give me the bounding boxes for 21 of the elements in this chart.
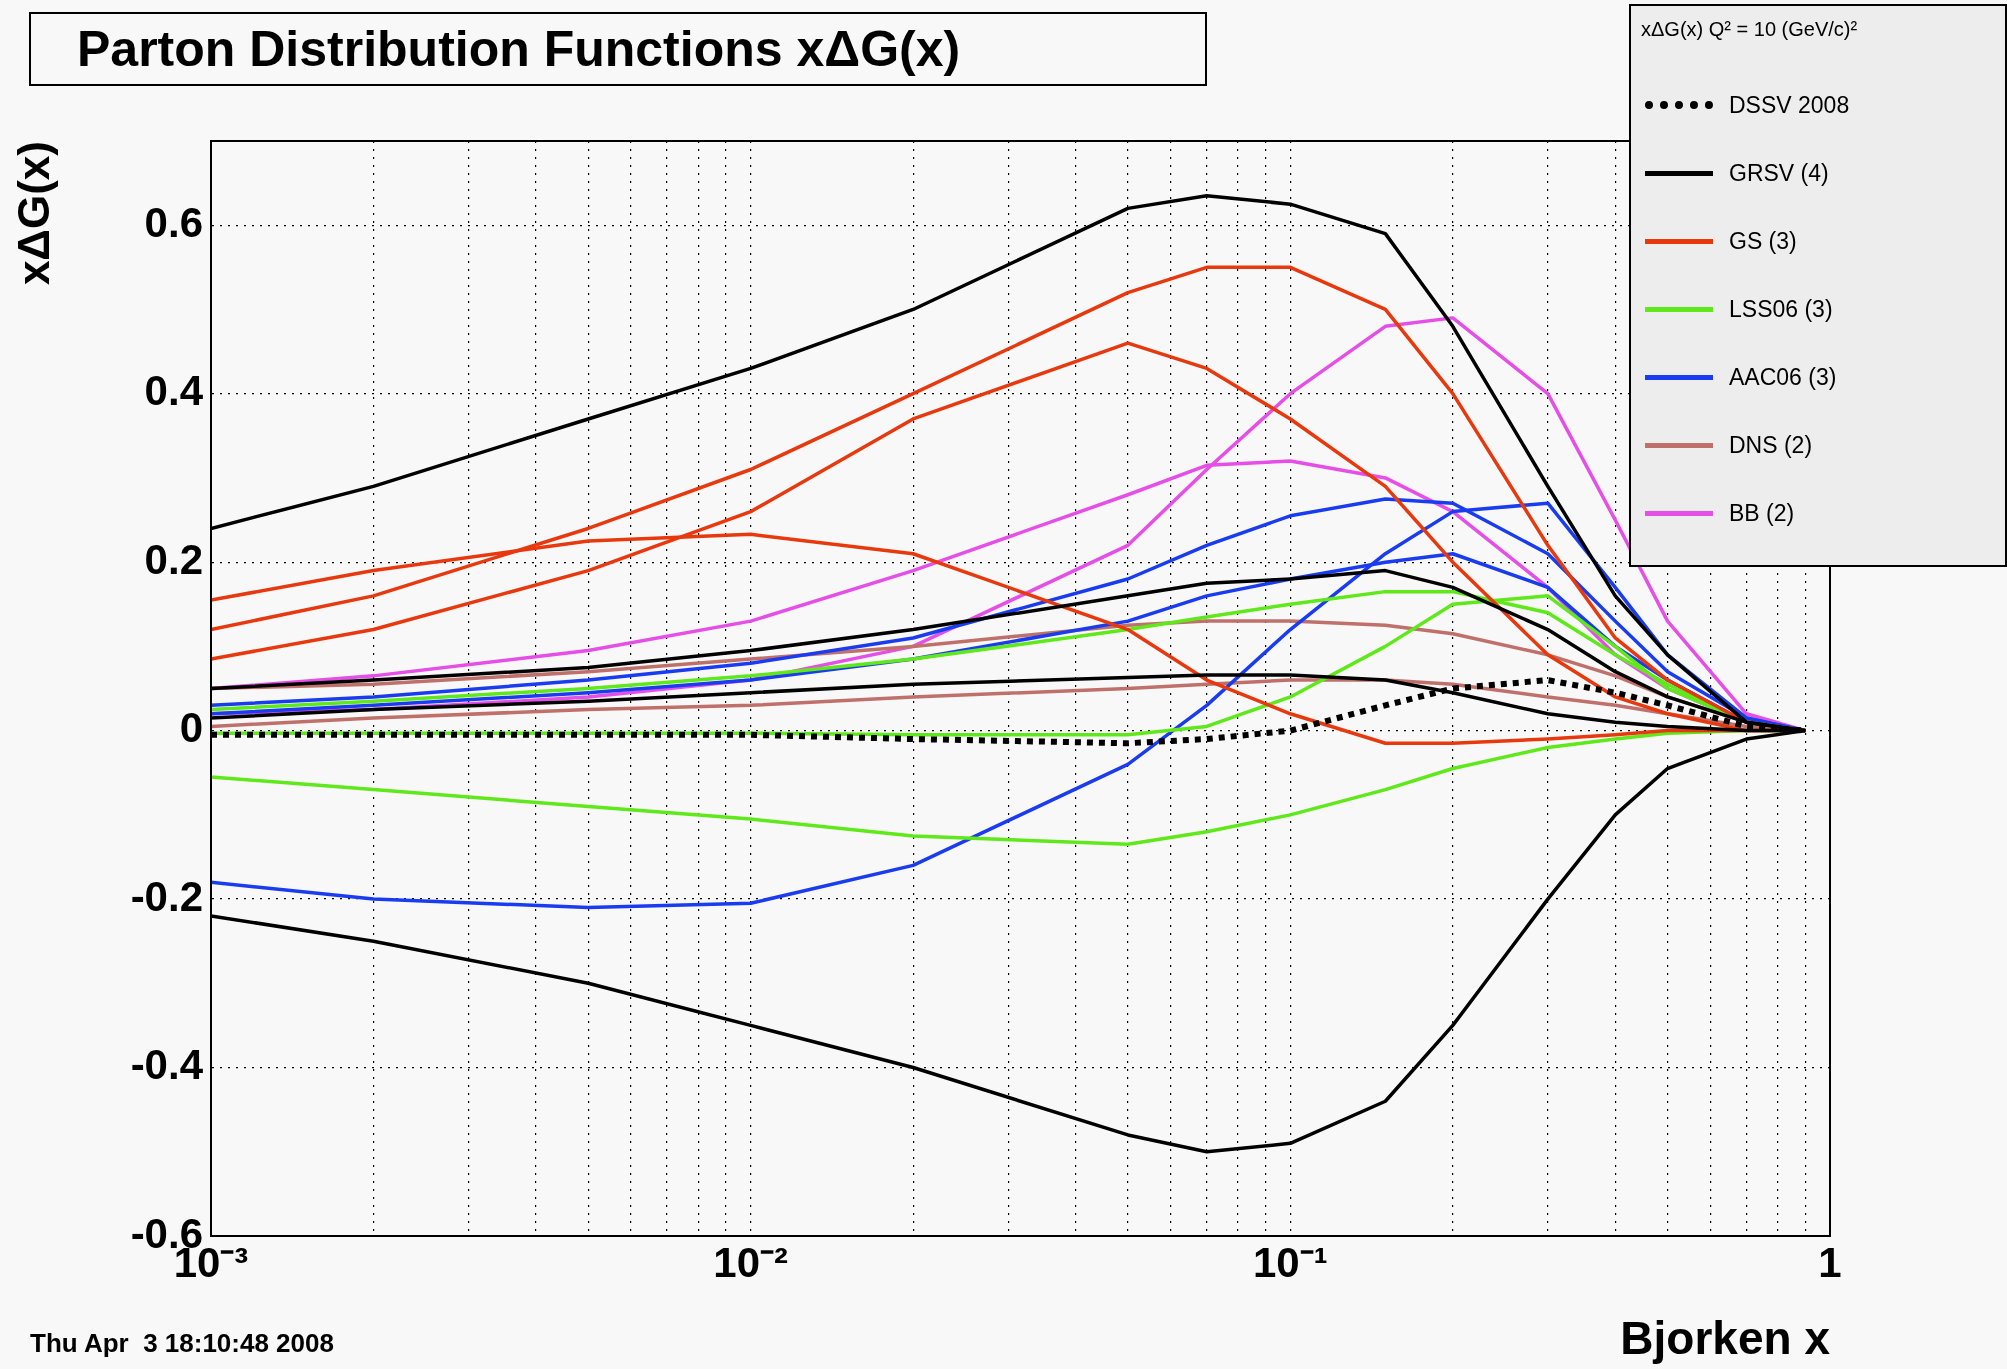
y-tick-label: -0.2 [130, 872, 203, 920]
x-tick-label: 1 [1818, 1238, 1842, 1286]
y-tick-label: -0.4 [130, 1041, 204, 1089]
legend-label: GRSV (4) [1729, 159, 1829, 187]
x-axis-title: Bjorken x [1620, 1312, 1831, 1365]
legend-title: xΔG(x) Q² = 10 (GeV/c)² [1641, 18, 1859, 41]
y-tick-label: 0.2 [144, 535, 203, 583]
y-axis-title: xΔG(x) [8, 141, 58, 286]
y-tick-label: 0.4 [144, 367, 204, 415]
x-tick-label: 10⁻¹ [1252, 1238, 1328, 1286]
legend-label: BB (2) [1729, 499, 1795, 527]
legend-label: GS (3) [1729, 227, 1797, 255]
legend-label: DNS (2) [1729, 431, 1813, 459]
legend-label: AAC06 (3) [1729, 363, 1837, 391]
legend-label: LSS06 (3) [1729, 295, 1833, 323]
y-tick-label: 0 [179, 704, 203, 752]
chart-title: Parton Distribution Functions xΔG(x) [29, 12, 1207, 86]
text: Thu Apr 3 18:10:48 2008 [30, 1328, 334, 1359]
y-tick-label: 0.6 [144, 198, 203, 246]
x-tick-label: 10⁻² [713, 1238, 789, 1286]
legend-label: DSSV 2008 [1729, 91, 1850, 119]
